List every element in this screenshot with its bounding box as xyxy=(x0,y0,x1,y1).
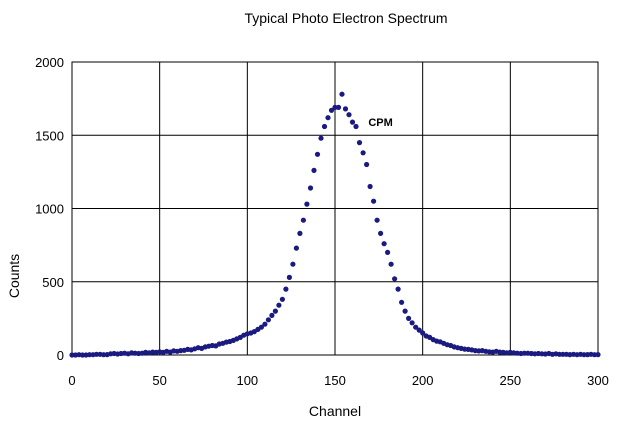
data-point xyxy=(364,161,370,168)
data-point xyxy=(413,324,419,330)
data-point xyxy=(335,104,342,110)
data-point xyxy=(325,115,331,121)
data-point xyxy=(367,183,373,190)
data-point xyxy=(339,91,345,97)
data-point xyxy=(360,150,366,156)
data-point xyxy=(399,299,405,305)
plot-frame xyxy=(71,61,599,356)
x-tick-label: 300 xyxy=(587,373,609,388)
data-point xyxy=(300,217,306,223)
data-point xyxy=(286,274,292,280)
data-point xyxy=(381,241,387,247)
data-point xyxy=(311,167,317,173)
x-tick-label: 200 xyxy=(412,373,434,388)
data-point xyxy=(276,302,282,308)
data-point xyxy=(374,217,380,223)
data-point xyxy=(93,351,100,357)
data-point xyxy=(304,201,310,207)
data-point xyxy=(395,286,401,292)
data-point xyxy=(307,185,314,191)
data-point xyxy=(293,245,299,251)
data-point xyxy=(346,112,352,118)
data-point xyxy=(409,320,415,326)
cpm-annotation: CPM xyxy=(368,117,392,129)
data-point xyxy=(406,315,412,321)
data-point xyxy=(388,261,394,267)
data-point xyxy=(371,198,377,204)
data-point xyxy=(328,107,335,113)
data-point xyxy=(378,230,384,236)
y-tick-label: 1000 xyxy=(35,202,64,217)
data-point xyxy=(356,140,363,146)
data-point xyxy=(269,312,275,318)
data-point xyxy=(318,135,324,141)
data-point xyxy=(272,308,278,314)
x-tick-label: 250 xyxy=(499,373,521,388)
data-points xyxy=(69,91,601,358)
y-tick-label: 0 xyxy=(57,348,64,363)
y-tick-label: 2000 xyxy=(35,55,64,70)
x-tick-labels: 0 50 100 150 200 250 300 xyxy=(68,373,608,388)
data-point xyxy=(262,321,268,327)
x-tick-label: 0 xyxy=(68,373,75,388)
data-point xyxy=(279,296,285,302)
data-point xyxy=(314,151,321,157)
data-point xyxy=(290,261,296,267)
x-axis-label: Channel xyxy=(309,403,361,419)
data-point xyxy=(342,106,349,112)
data-point xyxy=(258,324,264,330)
data-point xyxy=(392,276,398,282)
y-axis-label: Counts xyxy=(6,254,22,298)
data-point xyxy=(321,123,328,130)
y-tick-label: 500 xyxy=(42,275,64,290)
data-point xyxy=(420,330,426,336)
y-tick-label: 1500 xyxy=(35,128,64,143)
data-point xyxy=(349,119,356,125)
data-point xyxy=(297,230,303,236)
x-tick-label: 50 xyxy=(152,373,166,388)
data-point xyxy=(265,317,271,323)
data-point xyxy=(595,352,601,358)
data-point xyxy=(402,308,408,314)
x-tick-label: 150 xyxy=(324,373,346,388)
data-point xyxy=(283,286,289,292)
data-point xyxy=(353,123,359,130)
y-tick-labels: 0 500 1000 1500 2000 xyxy=(35,55,64,363)
data-point xyxy=(385,249,391,255)
chart-title: Typical Photo Electron Spectrum xyxy=(244,10,447,26)
x-tick-label: 100 xyxy=(236,373,258,388)
data-point xyxy=(416,327,422,333)
